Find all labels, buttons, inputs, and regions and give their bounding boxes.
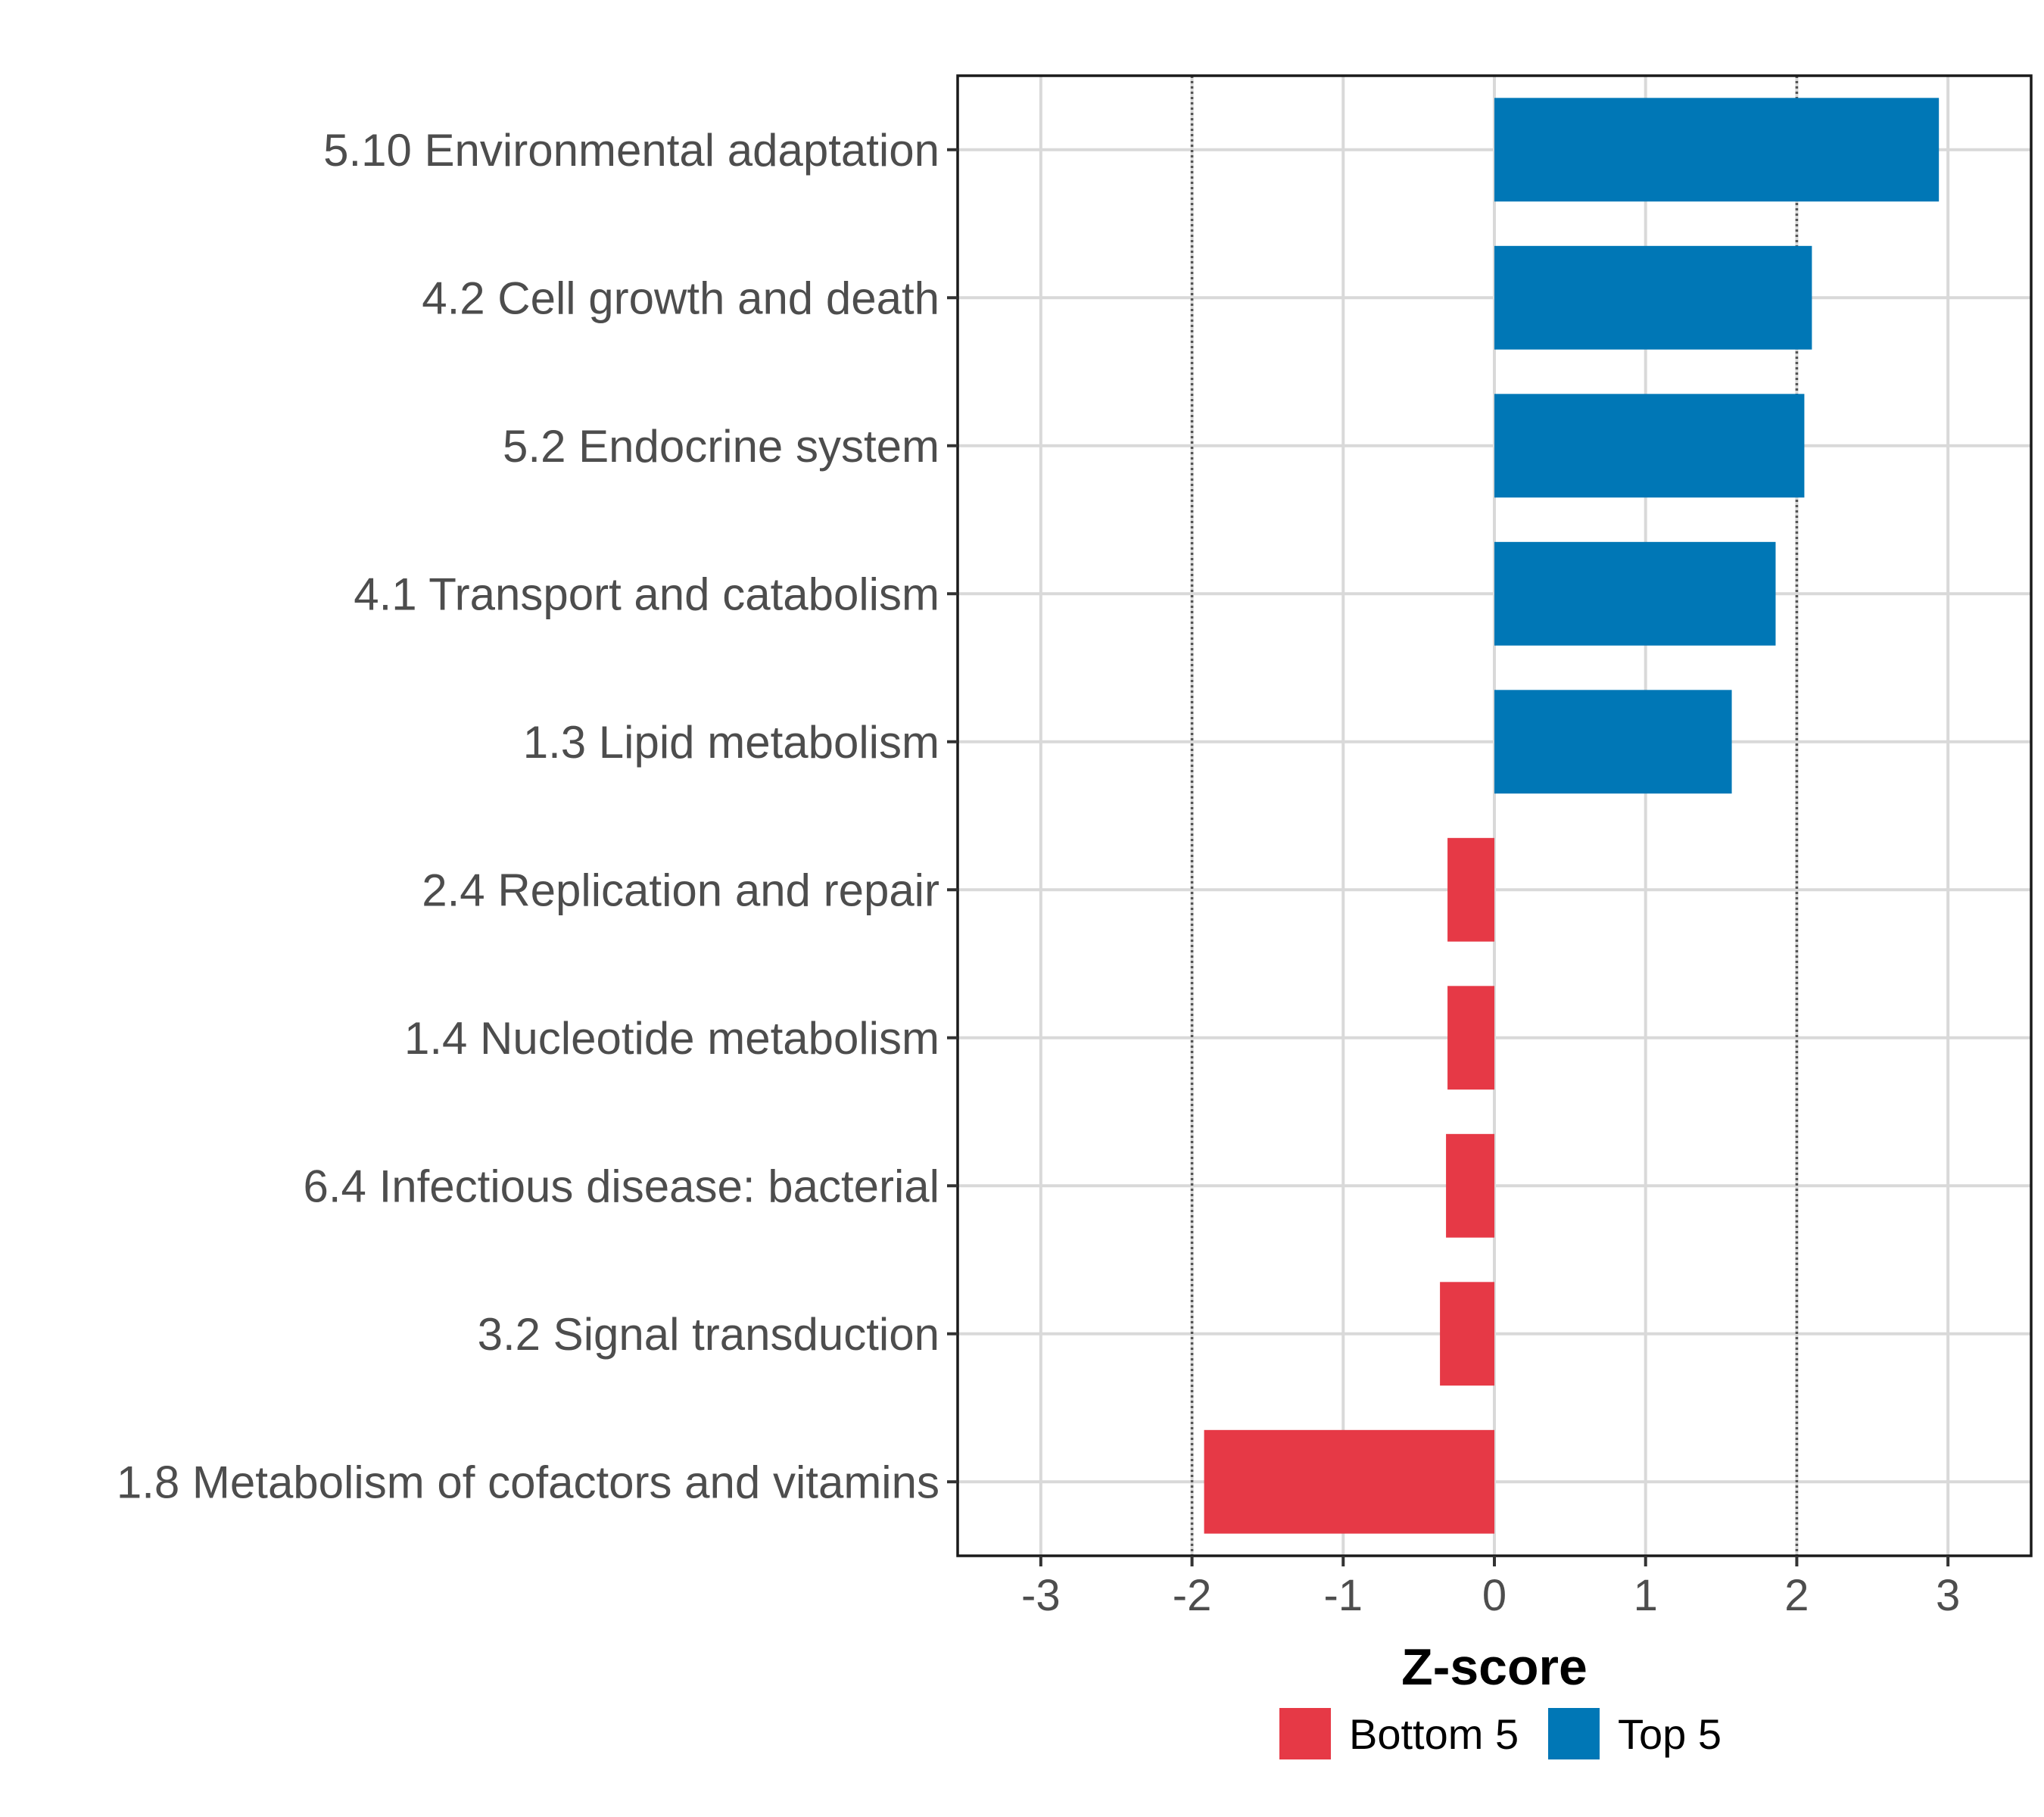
- bars: [1204, 98, 1940, 1534]
- x-tick-label: 1: [1634, 1571, 1658, 1620]
- x-axis: -3 -2 -1 0 1 2 3: [1021, 1556, 1960, 1620]
- x-tick-label: 0: [1482, 1571, 1507, 1620]
- bar: [1494, 690, 1732, 794]
- bar: [1494, 541, 1776, 646]
- x-tick-label: 3: [1936, 1571, 1960, 1620]
- legend-key: [1548, 1708, 1600, 1759]
- y-axis: 5.10 Environmental adaptation 4.2 Cell gr…: [117, 125, 958, 1507]
- y-tick-label: 1.4 Nucleotide metabolism: [404, 1013, 939, 1064]
- bar: [1447, 837, 1494, 942]
- y-tick-label: 4.2 Cell growth and death: [422, 273, 939, 323]
- bar: [1494, 394, 1805, 498]
- x-tick-label: 2: [1784, 1571, 1809, 1620]
- bar: [1446, 1133, 1494, 1238]
- y-tick-label: 5.10 Environmental adaptation: [323, 125, 939, 176]
- y-tick-label: 1.3 Lipid metabolism: [523, 717, 939, 768]
- legend-label: Top 5: [1618, 1710, 1722, 1758]
- bar: [1447, 986, 1494, 1090]
- y-tick-label: 4.1 Transport and catabolism: [354, 569, 939, 619]
- bar: [1204, 1429, 1494, 1534]
- x-tick-label: -2: [1173, 1571, 1212, 1620]
- bar: [1494, 98, 1940, 202]
- x-axis-title: Z-score: [1401, 1638, 1588, 1696]
- x-tick-label: -3: [1021, 1571, 1061, 1620]
- y-tick-label: 1.8 Metabolism of cofactors and vitamins: [117, 1457, 939, 1507]
- y-tick-label: 6.4 Infectious disease: bacterial: [304, 1161, 940, 1211]
- y-tick-label: 2.4 Replication and repair: [422, 865, 939, 915]
- y-tick-label: 3.2 Signal transduction: [478, 1309, 939, 1360]
- legend: Bottom 5 Top 5: [1279, 1708, 1722, 1759]
- legend-label: Bottom 5: [1349, 1710, 1519, 1758]
- bar: [1494, 245, 1812, 350]
- y-tick-label: 5.2 Endocrine system: [503, 421, 939, 472]
- bar: [1440, 1282, 1494, 1386]
- legend-key: [1279, 1708, 1331, 1759]
- x-tick-label: -1: [1323, 1571, 1363, 1620]
